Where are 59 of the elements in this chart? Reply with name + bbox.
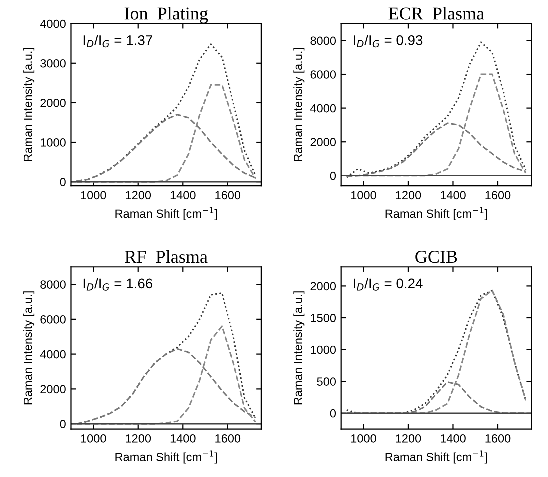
- y-tick-label: 8000: [40, 280, 66, 289]
- x-axis-title: Raman Shift [cm$^{−1}$]: [386, 450, 488, 464]
- annotation: I$_{D}$/I$_{G}$ = 1.37: [84, 35, 152, 48]
- y-tick-label: 2000: [40, 385, 66, 394]
- x-tick-label: 1200: [126, 191, 152, 200]
- y-tick-label: 4000: [310, 104, 336, 113]
- x-tick-label: 1400: [441, 191, 466, 200]
- x-tick-label: 1200: [126, 434, 152, 443]
- y-tick-label: 1000: [41, 138, 66, 147]
- y-tick-label: 2000: [40, 98, 66, 108]
- y-tick-label: 6000: [40, 315, 66, 324]
- y-tick-label: 0: [330, 409, 336, 418]
- y-tick-label: 0: [330, 172, 336, 180]
- x-tick-label: 1600: [486, 434, 511, 443]
- y-tick-label: 2000: [310, 138, 336, 146]
- x-tick-label: 1600: [486, 191, 511, 200]
- x-tick-label: 1200: [396, 191, 422, 200]
- line-series: [76, 114, 257, 182]
- x-axis-title: Raman Shift [cm$^{−1}$]: [116, 207, 218, 220]
- y-axis-title: Raman Intensity [a.u.]: [24, 292, 35, 405]
- x-tick-label: 1000: [81, 434, 106, 443]
- x-tick-label: 1400: [170, 434, 196, 443]
- y-axis-title: Raman Intensity [a.u.]: [294, 48, 305, 162]
- chart-title: RF Plasma: [125, 250, 208, 264]
- y-tick-label: 500: [317, 378, 336, 386]
- x-tick-label: 1400: [441, 434, 466, 443]
- y-tick-label: 3000: [40, 59, 66, 68]
- line-series: [346, 290, 527, 414]
- line-series: [346, 74, 527, 177]
- chart-title: Ion Plating: [124, 7, 208, 24]
- y-tick-label: 1000: [311, 346, 336, 354]
- x-tick-label: 1000: [351, 434, 376, 443]
- line-series: [346, 122, 527, 178]
- y-tick-label: 0: [60, 420, 66, 428]
- y-tick-label: 4000: [40, 350, 66, 359]
- annotation: I$_{D}$/I$_{G}$ = 1.66: [84, 278, 153, 291]
- y-tick-label: 6000: [310, 70, 336, 79]
- x-tick-label: 1400: [170, 191, 196, 200]
- x-tick-label: 1200: [396, 434, 422, 443]
- annotation: I$_{D}$/I$_{G}$ = 0.93: [354, 35, 423, 48]
- line-series: [76, 348, 257, 425]
- chart-title: ECR Plasma: [388, 7, 484, 20]
- x-tick-label: 1600: [216, 191, 241, 200]
- y-tick-label: 4000: [40, 20, 66, 28]
- x-tick-label: 1000: [351, 191, 376, 200]
- x-tick-label: 1600: [216, 434, 241, 443]
- x-axis-title: Raman Shift [cm$^{−1}$]: [116, 450, 218, 464]
- y-tick-label: 8000: [310, 36, 336, 46]
- x-axis-title: Raman Shift [cm$^{−1}$]: [386, 207, 488, 220]
- y-tick-label: 0: [60, 178, 66, 186]
- x-tick-label: 1000: [81, 191, 106, 200]
- y-axis-title: Raman Intensity [a.u.]: [294, 292, 305, 405]
- y-tick-label: 1500: [311, 314, 336, 322]
- line-series: [76, 326, 257, 425]
- annotation: I$_{D}$/I$_{G}$ = 0.24: [354, 278, 423, 291]
- line-series: [76, 84, 257, 183]
- y-axis-title: Raman Intensity [a.u.]: [24, 48, 35, 162]
- chart-title: GCIB: [416, 250, 458, 264]
- y-tick-label: 2000: [310, 282, 336, 291]
